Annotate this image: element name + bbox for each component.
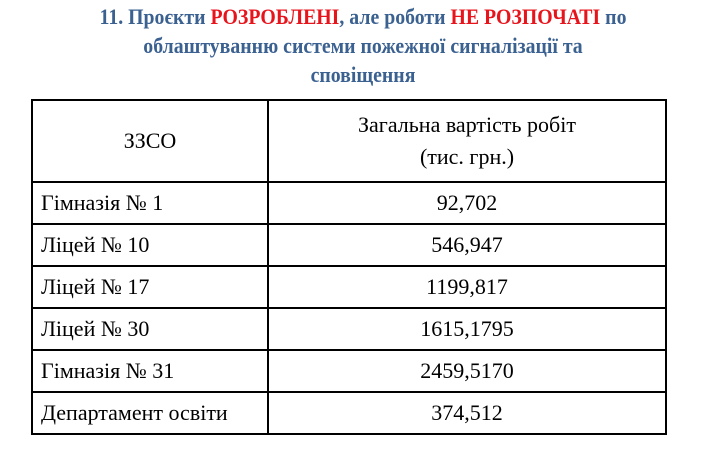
header-school: ЗЗСО [31,99,269,183]
table-row: Департамент освіти 374,512 [31,391,667,435]
cost-cell: 374,512 [267,391,667,435]
title-line-3: сповіщення [310,62,416,87]
cost-cell: 1199,817 [267,265,667,309]
table-row: Гімназія № 31 2459,5170 [31,349,667,393]
table-header-row: ЗЗСО Загальна вартість робіт (тис. грн.) [31,99,667,183]
school-cell: Ліцей № 17 [31,265,269,309]
page-title: 11. Проєкти РОЗРОБЛЕНІ, але роботи НЕ РО… [0,2,726,89]
title-line-1: 11. Проєкти РОЗРОБЛЕНІ, але роботи НЕ РО… [99,4,627,29]
table-row: Ліцей № 10 546,947 [31,223,667,267]
title-highlight-not-started: НЕ РОЗПОЧАТІ [450,4,601,29]
school-cell: Гімназія № 1 [31,181,269,225]
table-row: Ліцей № 17 1199,817 [31,265,667,309]
cost-cell: 92,702 [267,181,667,225]
school-cell: Ліцей № 10 [31,223,269,267]
school-cell: Департамент освіти [31,391,269,435]
school-cell: Ліцей № 30 [31,307,269,351]
cost-cell: 2459,5170 [267,349,667,393]
title-highlight-developed: РОЗРОБЛЕНІ [210,4,340,29]
cost-cell: 546,947 [267,223,667,267]
cost-cell: 1615,1795 [267,307,667,351]
projects-table: ЗЗСО Загальна вартість робіт (тис. грн.) … [31,99,667,435]
title-line-2: облаштуванню системи пожежної сигналізац… [143,33,583,58]
header-cost: Загальна вартість робіт (тис. грн.) [267,99,667,183]
table-row: Гімназія № 1 92,702 [31,181,667,225]
school-cell: Гімназія № 31 [31,349,269,393]
table-row: Ліцей № 30 1615,1795 [31,307,667,351]
